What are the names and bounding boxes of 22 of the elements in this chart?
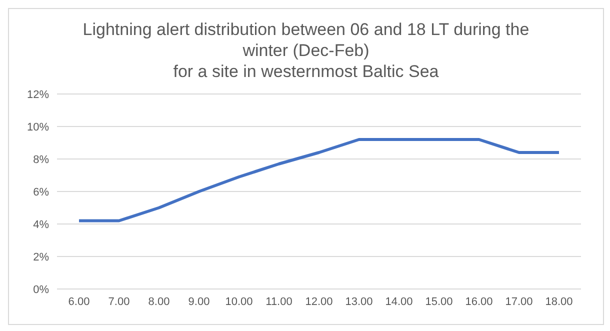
x-tick-label: 17.00 xyxy=(505,296,533,308)
x-tick-label: 10.00 xyxy=(225,296,253,308)
y-tick-label: 2% xyxy=(33,251,50,264)
x-tick-label: 15.00 xyxy=(425,296,453,308)
x-tick-label: 11.00 xyxy=(266,296,292,308)
x-tick-label: 18.00 xyxy=(545,296,573,308)
line-series xyxy=(78,138,560,222)
x-tick-label: 14.00 xyxy=(385,296,413,308)
x-tick-label: 13.00 xyxy=(345,296,373,308)
y-tick-label: 0% xyxy=(33,284,50,296)
x-tick-label: 7.00 xyxy=(108,296,130,308)
y-tick-label: 12% xyxy=(26,88,50,101)
y-tick-label: 4% xyxy=(33,218,50,231)
y-tick-label: 6% xyxy=(33,186,50,198)
y-tick-label: 10% xyxy=(26,121,50,134)
y-tick-label: 8% xyxy=(33,154,50,166)
x-tick-label: 9.00 xyxy=(188,296,210,308)
x-tick-label: 16.00 xyxy=(465,296,493,308)
x-tick-label: 12.00 xyxy=(305,296,333,308)
x-tick-label: 8.00 xyxy=(148,296,170,308)
chart-title: Lightning alert distribution between 06 and 18 LT during the winter (Dec-Feb) for a site in westernmost Baltic Sea xyxy=(82,19,530,82)
x-tick-label: 6.00 xyxy=(68,296,90,308)
